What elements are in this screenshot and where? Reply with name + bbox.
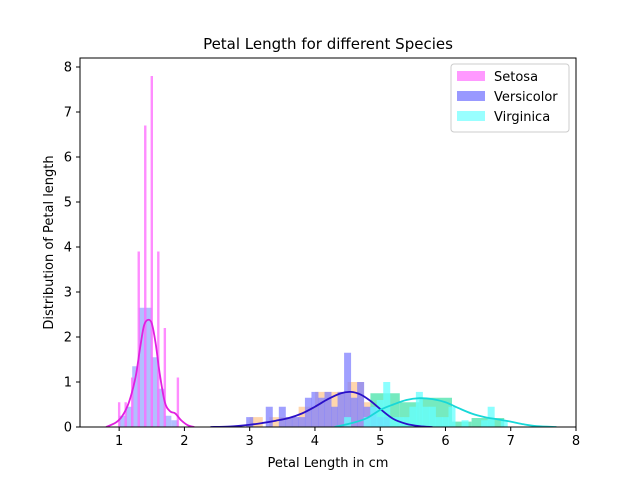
- virginica-bar-10: [422, 406, 430, 427]
- y-axis: 0 1 2 3 4 5 6 7 8: [64, 61, 80, 436]
- legend-label-setosa: Setosa: [494, 70, 538, 85]
- virginica-bar-7: [402, 417, 410, 427]
- legend-label-virginica: Virginica: [494, 110, 550, 125]
- legend-label-versicolor: Versicolor: [494, 90, 558, 105]
- versicolor-bar-1: [265, 406, 273, 427]
- y-tick-label-8: 8: [64, 61, 72, 76]
- versicolor-kde-curve: [210, 390, 433, 427]
- virginica-bar-14: [448, 406, 456, 427]
- axes-frame: [79, 57, 577, 428]
- versicolor-bar-7: [311, 391, 319, 427]
- setosa-kde-curve: [105, 318, 195, 427]
- x-tick-label-6: 7: [507, 434, 515, 449]
- setosa-bar-wide-8: [171, 420, 178, 427]
- setosa-bar-thin-4: [144, 125, 147, 427]
- y-tick-label-2: 2: [64, 331, 72, 346]
- y-tick-label-0: 0: [64, 421, 72, 436]
- setosa-bar-wide-6: [158, 388, 165, 427]
- virginica-bar-2: [370, 406, 378, 427]
- x-tick-label-7: 8: [572, 434, 580, 449]
- versicolor-bar-12: [344, 352, 352, 427]
- chart-title: Petal Length for different Species: [203, 35, 453, 53]
- setosa-bar-thin-0: [117, 402, 121, 427]
- versicolor-bar-8: [317, 397, 325, 427]
- virginica-bar-11: [428, 406, 436, 427]
- virginica-bar-4: [383, 382, 391, 427]
- virginica-bar-16: [481, 420, 489, 427]
- legend: Setosa Versicolor Virginica: [450, 63, 570, 133]
- versicolor-bar-14: [357, 382, 365, 427]
- virginica-bar-18: [500, 420, 508, 427]
- y-tick-label-1: 1: [64, 376, 72, 391]
- setosa-bar-wide-3: [138, 307, 146, 427]
- legend-swatch-versicolor: [457, 91, 485, 101]
- y-axis-title: Distribution of Petal length: [42, 155, 57, 329]
- setosa-bar-thin-6: [157, 251, 160, 427]
- plot-area: [105, 76, 557, 427]
- x-tick-label-3: 4: [311, 434, 319, 449]
- virginica-bar-12: [435, 417, 443, 427]
- setosa-bar-wide-2: [132, 366, 139, 427]
- plot-marks: [105, 76, 557, 427]
- setosa-bar-thin-8: [176, 377, 180, 427]
- legend-swatch-virginica: [457, 111, 485, 121]
- virginica-bar-15: [461, 420, 469, 427]
- setosa-bar-thin-3: [137, 251, 140, 427]
- virginica-bar-8: [409, 406, 417, 427]
- setosa-bar-wide-5: [151, 357, 159, 427]
- versicolor-bar-15: [363, 406, 371, 427]
- setosa-bar-wide-0: [119, 415, 126, 427]
- virginica-bar-17: [487, 406, 495, 427]
- y-tick-label-7: 7: [64, 106, 72, 121]
- versicolor-bar-2: [278, 406, 286, 427]
- y-tick-label-6: 6: [64, 151, 72, 166]
- x-tick-label-5: 6: [441, 434, 449, 449]
- x-tick-label-1: 2: [180, 434, 188, 449]
- virginica-bar-3: [376, 400, 384, 427]
- virginica-bar-1: [363, 417, 371, 427]
- x-tick-label-0: 1: [115, 434, 123, 449]
- background-bin-0-1: [269, 417, 283, 427]
- virginica-bar-9: [415, 391, 423, 427]
- versicolor-bar-6: [304, 397, 312, 427]
- y-tick-label-5: 5: [64, 196, 72, 211]
- versicolor-bar-9: [324, 391, 332, 427]
- virginica-kde-curve: [334, 397, 557, 427]
- y-tick-label-4: 4: [64, 241, 72, 256]
- virginica-bar-0: [344, 417, 352, 427]
- versicolor-bar-0: [246, 417, 254, 427]
- setosa-bar-thin-5: [150, 76, 153, 427]
- legend-swatch-setosa: [457, 71, 485, 81]
- versicolor-bar-3: [285, 417, 293, 427]
- setosa-bar-wide-1: [125, 406, 133, 427]
- x-tick-label-4: 5: [376, 434, 384, 449]
- background-bin-0-0: [249, 417, 263, 427]
- x-axis: 1 2 3 4 5 6 7 8: [115, 427, 580, 449]
- setosa-bar-thin-1: [124, 402, 127, 427]
- x-tick-label-2: 3: [246, 434, 254, 449]
- versicolor-bar-10: [331, 406, 339, 427]
- x-axis-title: Petal Length in cm: [268, 456, 389, 471]
- setosa-bar-wide-4: [145, 307, 152, 427]
- virginica-bar-13: [441, 417, 449, 427]
- setosa-bar-wide-7: [164, 415, 172, 427]
- versicolor-bar-11: [337, 391, 345, 427]
- setosa-bar-thin-7: [163, 328, 167, 427]
- virginica-bar-5: [389, 417, 397, 427]
- setosa-bar-thin-2: [131, 377, 134, 427]
- y-tick-label-3: 3: [64, 286, 72, 301]
- versicolor-bar-13: [350, 397, 358, 427]
- versicolor-bar-5: [298, 417, 306, 427]
- versicolor-bar-4: [291, 417, 299, 427]
